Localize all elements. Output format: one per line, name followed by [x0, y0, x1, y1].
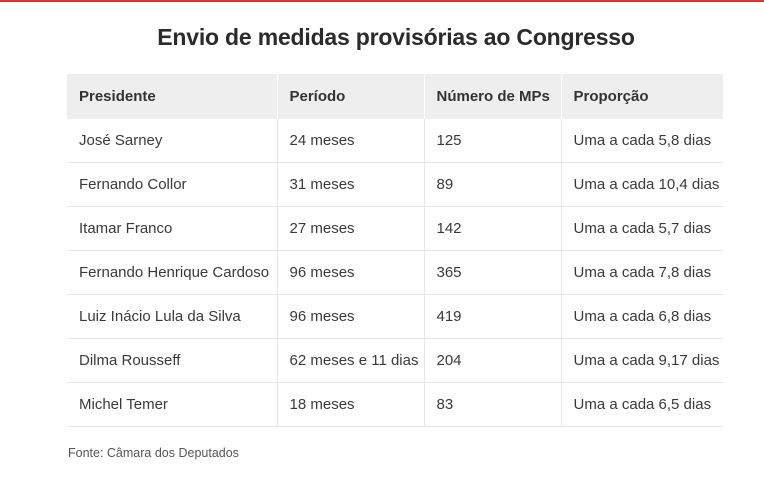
- table-header-row: Presidente Período Número de MPs Proporç…: [67, 74, 723, 119]
- cell-presidente: Fernando Henrique Cardoso: [67, 250, 278, 295]
- cell-periodo: 96 meses: [277, 250, 425, 295]
- cell-periodo: 27 meses: [277, 206, 425, 251]
- column-header-proporcao: Proporção: [561, 74, 723, 119]
- column-header-numero-mps: Número de MPs: [424, 74, 562, 119]
- cell-proporcao: Uma a cada 7,8 dias: [561, 250, 723, 295]
- cell-presidente: José Sarney: [67, 119, 278, 163]
- cell-presidente: Dilma Rousseff: [67, 338, 278, 383]
- cell-proporcao: Uma a cada 6,5 dias: [561, 382, 723, 427]
- table-row: José Sarney 24 meses 125 Uma a cada 5,8 …: [67, 119, 723, 163]
- cell-numero-mps: 83: [424, 382, 562, 427]
- mp-table: Presidente Período Número de MPs Proporç…: [67, 74, 723, 427]
- source-note: Fonte: Câmara dos Deputados: [68, 446, 239, 460]
- cell-presidente: Luiz Inácio Lula da Silva: [67, 294, 278, 339]
- cell-periodo: 96 meses: [277, 294, 425, 339]
- cell-numero-mps: 142: [424, 206, 562, 251]
- top-accent-rule: [0, 0, 764, 2]
- page-title: Envio de medidas provisórias ao Congress…: [157, 24, 635, 50]
- table-row: Itamar Franco 27 meses 142 Uma a cada 5,…: [67, 206, 723, 251]
- column-header-presidente: Presidente: [67, 74, 278, 119]
- table-row: Dilma Rousseff 62 meses e 11 dias 204 Um…: [67, 338, 723, 383]
- cell-numero-mps: 365: [424, 250, 562, 295]
- cell-periodo: 18 meses: [277, 382, 425, 427]
- cell-periodo: 62 meses e 11 dias: [277, 338, 425, 383]
- cell-numero-mps: 125: [424, 119, 562, 163]
- table-row: Fernando Collor 31 meses 89 Uma a cada 1…: [67, 162, 723, 207]
- table-row: Luiz Inácio Lula da Silva 96 meses 419 U…: [67, 294, 723, 339]
- cell-proporcao: Uma a cada 10,4 dias: [561, 162, 723, 207]
- cell-numero-mps: 419: [424, 294, 562, 339]
- cell-proporcao: Uma a cada 6,8 dias: [561, 294, 723, 339]
- cell-numero-mps: 89: [424, 162, 562, 207]
- cell-periodo: 24 meses: [277, 119, 425, 163]
- table-row: Fernando Henrique Cardoso 96 meses 365 U…: [67, 250, 723, 295]
- cell-periodo: 31 meses: [277, 162, 425, 207]
- cell-numero-mps: 204: [424, 338, 562, 383]
- cell-presidente: Fernando Collor: [67, 162, 278, 207]
- cell-proporcao: Uma a cada 9,17 dias: [561, 338, 723, 383]
- table-row: Michel Temer 18 meses 83 Uma a cada 6,5 …: [67, 382, 723, 427]
- column-header-periodo: Período: [277, 74, 425, 119]
- cell-proporcao: Uma a cada 5,7 dias: [561, 206, 723, 251]
- cell-presidente: Itamar Franco: [67, 206, 278, 251]
- cell-proporcao: Uma a cada 5,8 dias: [561, 119, 723, 163]
- cell-presidente: Michel Temer: [67, 382, 278, 427]
